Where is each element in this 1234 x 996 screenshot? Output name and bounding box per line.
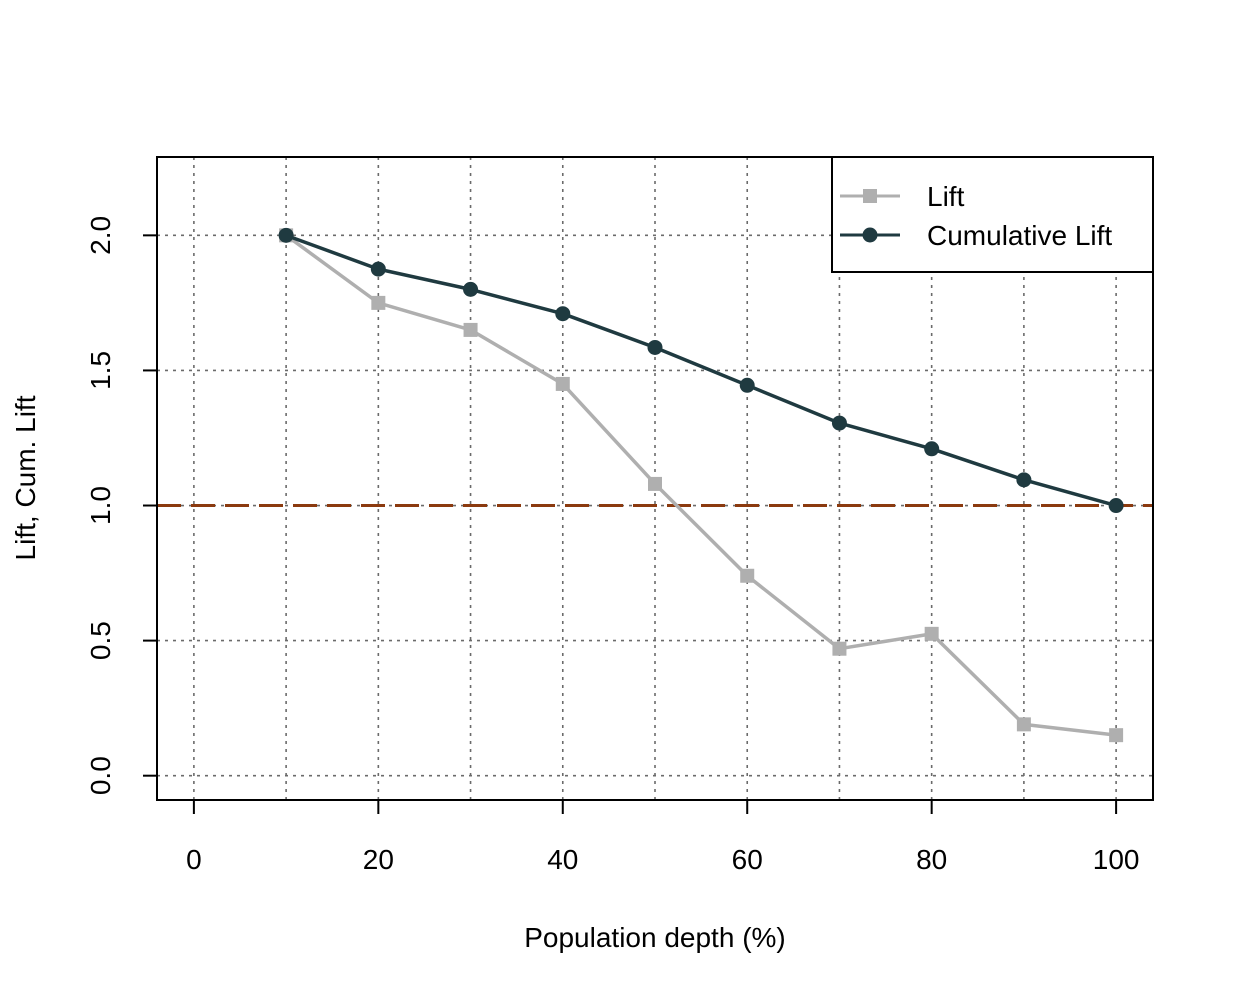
data-point-cumulative-lift (463, 281, 479, 297)
data-point-lift (555, 376, 570, 391)
y-axis-label: Lift, Cum. Lift (10, 395, 41, 560)
x-tick-label: 40 (547, 844, 578, 875)
data-point-cumulative-lift (278, 227, 294, 243)
data-point-cumulative-lift (831, 415, 847, 431)
series-line-lift (285, 233, 1117, 737)
y-tick-label: 1.5 (85, 351, 116, 390)
legend-label-lift: Lift (927, 181, 965, 212)
x-tick-label: 100 (1093, 844, 1140, 875)
x-tick-label: 0 (186, 844, 202, 875)
y-tick-label: 1.0 (85, 486, 116, 525)
data-point-lift (463, 322, 478, 337)
data-point-cumulative-lift (370, 261, 386, 277)
x-tick-label: 60 (732, 844, 763, 875)
x-tick-label: 20 (363, 844, 394, 875)
data-point-cumulative-lift (555, 306, 571, 322)
data-point-cumulative-lift (1108, 498, 1124, 514)
legend-marker-cumulative-lift (862, 227, 878, 243)
data-point-cumulative-lift (924, 441, 940, 457)
data-point-lift (648, 476, 662, 491)
data-point-lift (740, 568, 755, 583)
data-point-lift (1109, 728, 1124, 743)
y-tick-label: 0.0 (85, 756, 116, 795)
x-tick-label: 80 (916, 844, 947, 875)
legend-label-cumulative-lift: Cumulative Lift (927, 220, 1112, 251)
data-point-cumulative-lift (739, 377, 755, 393)
legend-box (831, 156, 1154, 273)
y-tick-label: 0.5 (85, 621, 116, 660)
data-point-cumulative-lift (1016, 472, 1032, 488)
x-axis: 0 20 40 60 80 100 (186, 799, 1140, 875)
x-axis-label: Population depth (%) (524, 922, 786, 953)
legend-marker-lift (863, 189, 877, 203)
data-point-lift (832, 641, 847, 656)
series-layer (278, 227, 1124, 743)
series-line-cumulative-lift (285, 233, 1117, 508)
y-tick-label: 2.0 (85, 216, 116, 255)
data-point-cumulative-lift (647, 339, 663, 355)
data-point-lift (924, 626, 939, 641)
y-axis: 0.0 0.5 1.0 1.5 2.0 (85, 216, 158, 795)
data-point-lift (371, 295, 386, 310)
data-point-lift (1016, 717, 1031, 732)
legend: Lift Cumulative Lift (831, 156, 1154, 273)
